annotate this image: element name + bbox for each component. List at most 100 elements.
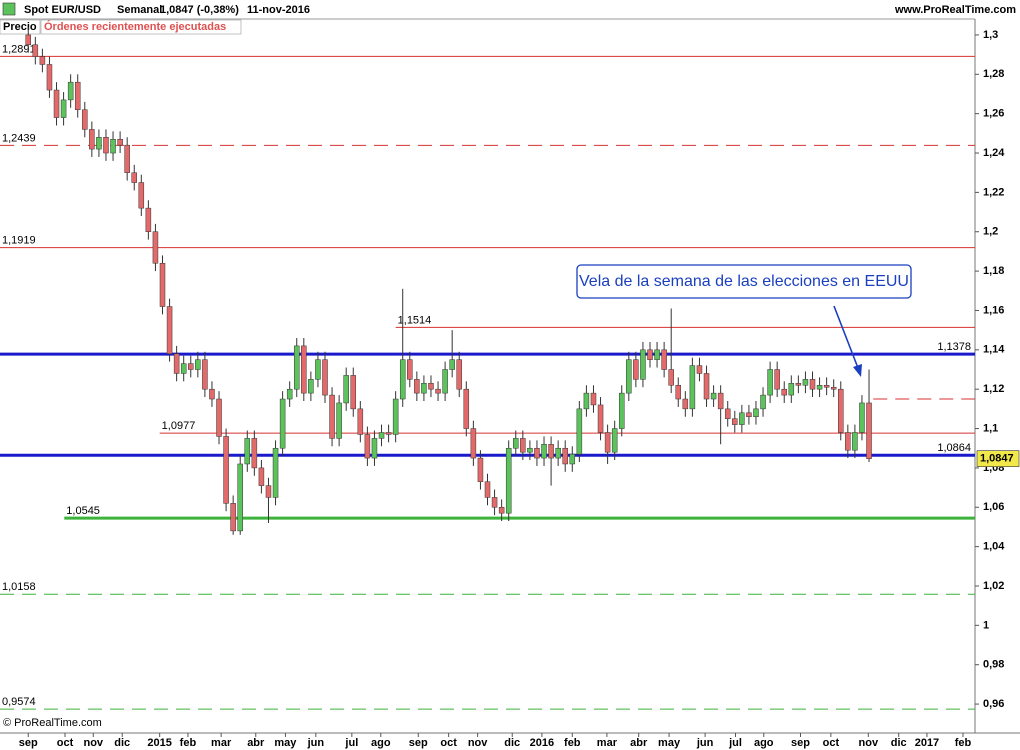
candle-body [414,379,420,394]
y-tick-label: 1,16 [983,304,1004,316]
candle-body [484,481,491,498]
y-tick-label: 1,04 [983,541,1005,553]
candle-body [548,444,554,459]
last-price-box [976,450,1020,467]
x-tick-label: dic [114,737,130,749]
candle-body [202,359,208,390]
candle-body [138,182,145,209]
candle-body [251,438,258,469]
candle-body [166,306,173,355]
candle-body [703,373,710,400]
arrow-head [853,364,862,377]
candle-body [308,379,314,394]
candle-body [513,438,519,449]
y-tick-label: 1,2 [983,226,998,238]
candle-body [668,369,674,386]
candle-body [852,432,858,451]
symbol: Spot EUR/USD [24,4,101,16]
y-tick-label: 1,26 [983,108,1004,120]
candle-body [838,388,844,433]
candle-body [767,369,773,396]
candle-body [258,467,265,486]
candle-body [739,412,745,425]
x-tick-label: 2015 [147,737,171,749]
candle-body [286,388,293,400]
x-tick-label: abr [630,737,648,749]
candle-body [399,359,406,400]
annotation-box [576,264,912,299]
level-label: 1,1378 [937,341,971,353]
x-tick-label: oct [57,737,74,749]
orders-label-box [40,19,242,35]
x-tick-label: feb [955,737,972,749]
x-tick-label: jun [307,737,325,749]
panel-label: Precio [3,21,37,33]
annotation-arrow [833,305,859,369]
candle-body [555,447,561,459]
x-tick-label: abr [247,737,265,749]
level-label: 1,0158 [2,581,36,593]
x-tick-label: dic [504,737,520,749]
x-tick-label: oct [823,737,840,749]
candle-body [611,428,618,453]
candle-body [301,345,307,394]
orders-label: Órdenes recientemente ejecutadas [44,20,226,33]
candle-body [131,172,137,183]
candle-body [329,394,335,439]
candle-body [237,463,243,532]
x-tick-label: nov [859,737,879,749]
candle-body [216,398,222,437]
candle-body [760,394,766,410]
candle-body [230,503,236,532]
x-tick-label: mar [211,737,232,749]
x-tick-label: jul [728,737,742,749]
x-tick-label: 2017 [915,737,939,749]
y-tick-label: 1,02 [983,580,1004,592]
y-tick-label: 1,06 [983,501,1004,513]
candle-body [110,138,116,154]
candle-body [32,44,39,57]
candle-body [407,359,413,380]
level-label: 1,0545 [66,505,100,517]
candle-body [534,447,540,459]
candle-body [633,359,639,380]
candle-body [350,375,357,410]
candle-body [809,379,816,390]
x-tick-label: may [274,737,297,749]
y-tick-label: 1,28 [983,68,1004,80]
plot: 1,2891 1,2439 1,1919 1,1514 1,1378 1,0977 1,08… [0,27,975,710]
candle-body [816,384,823,390]
candle-body [717,392,724,410]
candle-body [60,99,67,118]
x-tick-label: may [658,737,681,749]
candle-body [498,507,505,514]
candle-body [145,207,152,232]
candle-body [505,447,512,514]
candle-body [520,438,526,453]
last-price-label: 1,0847 [980,453,1014,465]
candle-body [590,392,597,406]
candle-body [378,432,385,439]
candle-body [336,402,342,439]
candle-body [364,434,371,459]
quote: 1,0847 (-0,38%) [160,4,239,16]
candle-body [562,447,568,465]
candle-body [293,345,300,390]
x-tick-label: nov [83,737,103,749]
candle-body [689,365,696,410]
candle-body [866,402,872,459]
candle-body [830,386,837,390]
candle-body [626,359,632,394]
candle-body [527,447,533,453]
candle-body [604,432,611,453]
x-tick-label: jun [696,737,714,749]
candle-body [223,436,229,504]
candle-body [541,444,547,459]
chart-icon [2,2,16,16]
candle-body [195,359,201,370]
candle-body [74,81,81,110]
candle-body [385,432,392,435]
candle-body [209,388,215,400]
